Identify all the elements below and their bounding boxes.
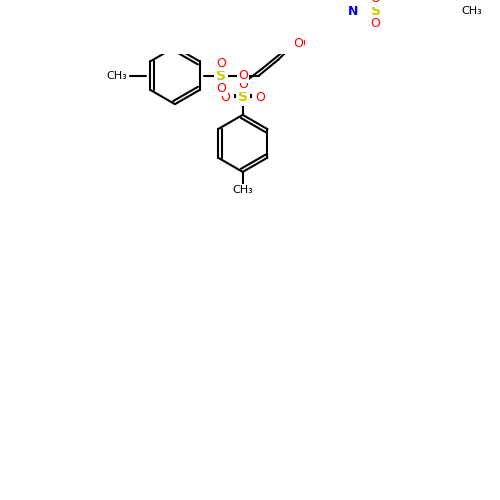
Text: O: O: [295, 37, 304, 50]
Text: S: S: [216, 68, 226, 82]
Text: O: O: [370, 0, 380, 6]
Text: S: S: [238, 90, 248, 104]
Text: O: O: [216, 82, 226, 94]
Text: O: O: [238, 78, 248, 91]
Text: O: O: [370, 18, 380, 30]
Text: CH₃: CH₃: [462, 6, 482, 16]
Text: O: O: [220, 90, 230, 104]
Text: CH₃: CH₃: [106, 70, 127, 81]
Text: O: O: [216, 56, 226, 70]
Text: O: O: [293, 37, 303, 50]
Text: N: N: [348, 5, 358, 18]
Text: O: O: [238, 69, 248, 82]
Text: S: S: [370, 4, 380, 18]
Text: O: O: [256, 90, 266, 104]
Text: CH₃: CH₃: [232, 185, 253, 195]
